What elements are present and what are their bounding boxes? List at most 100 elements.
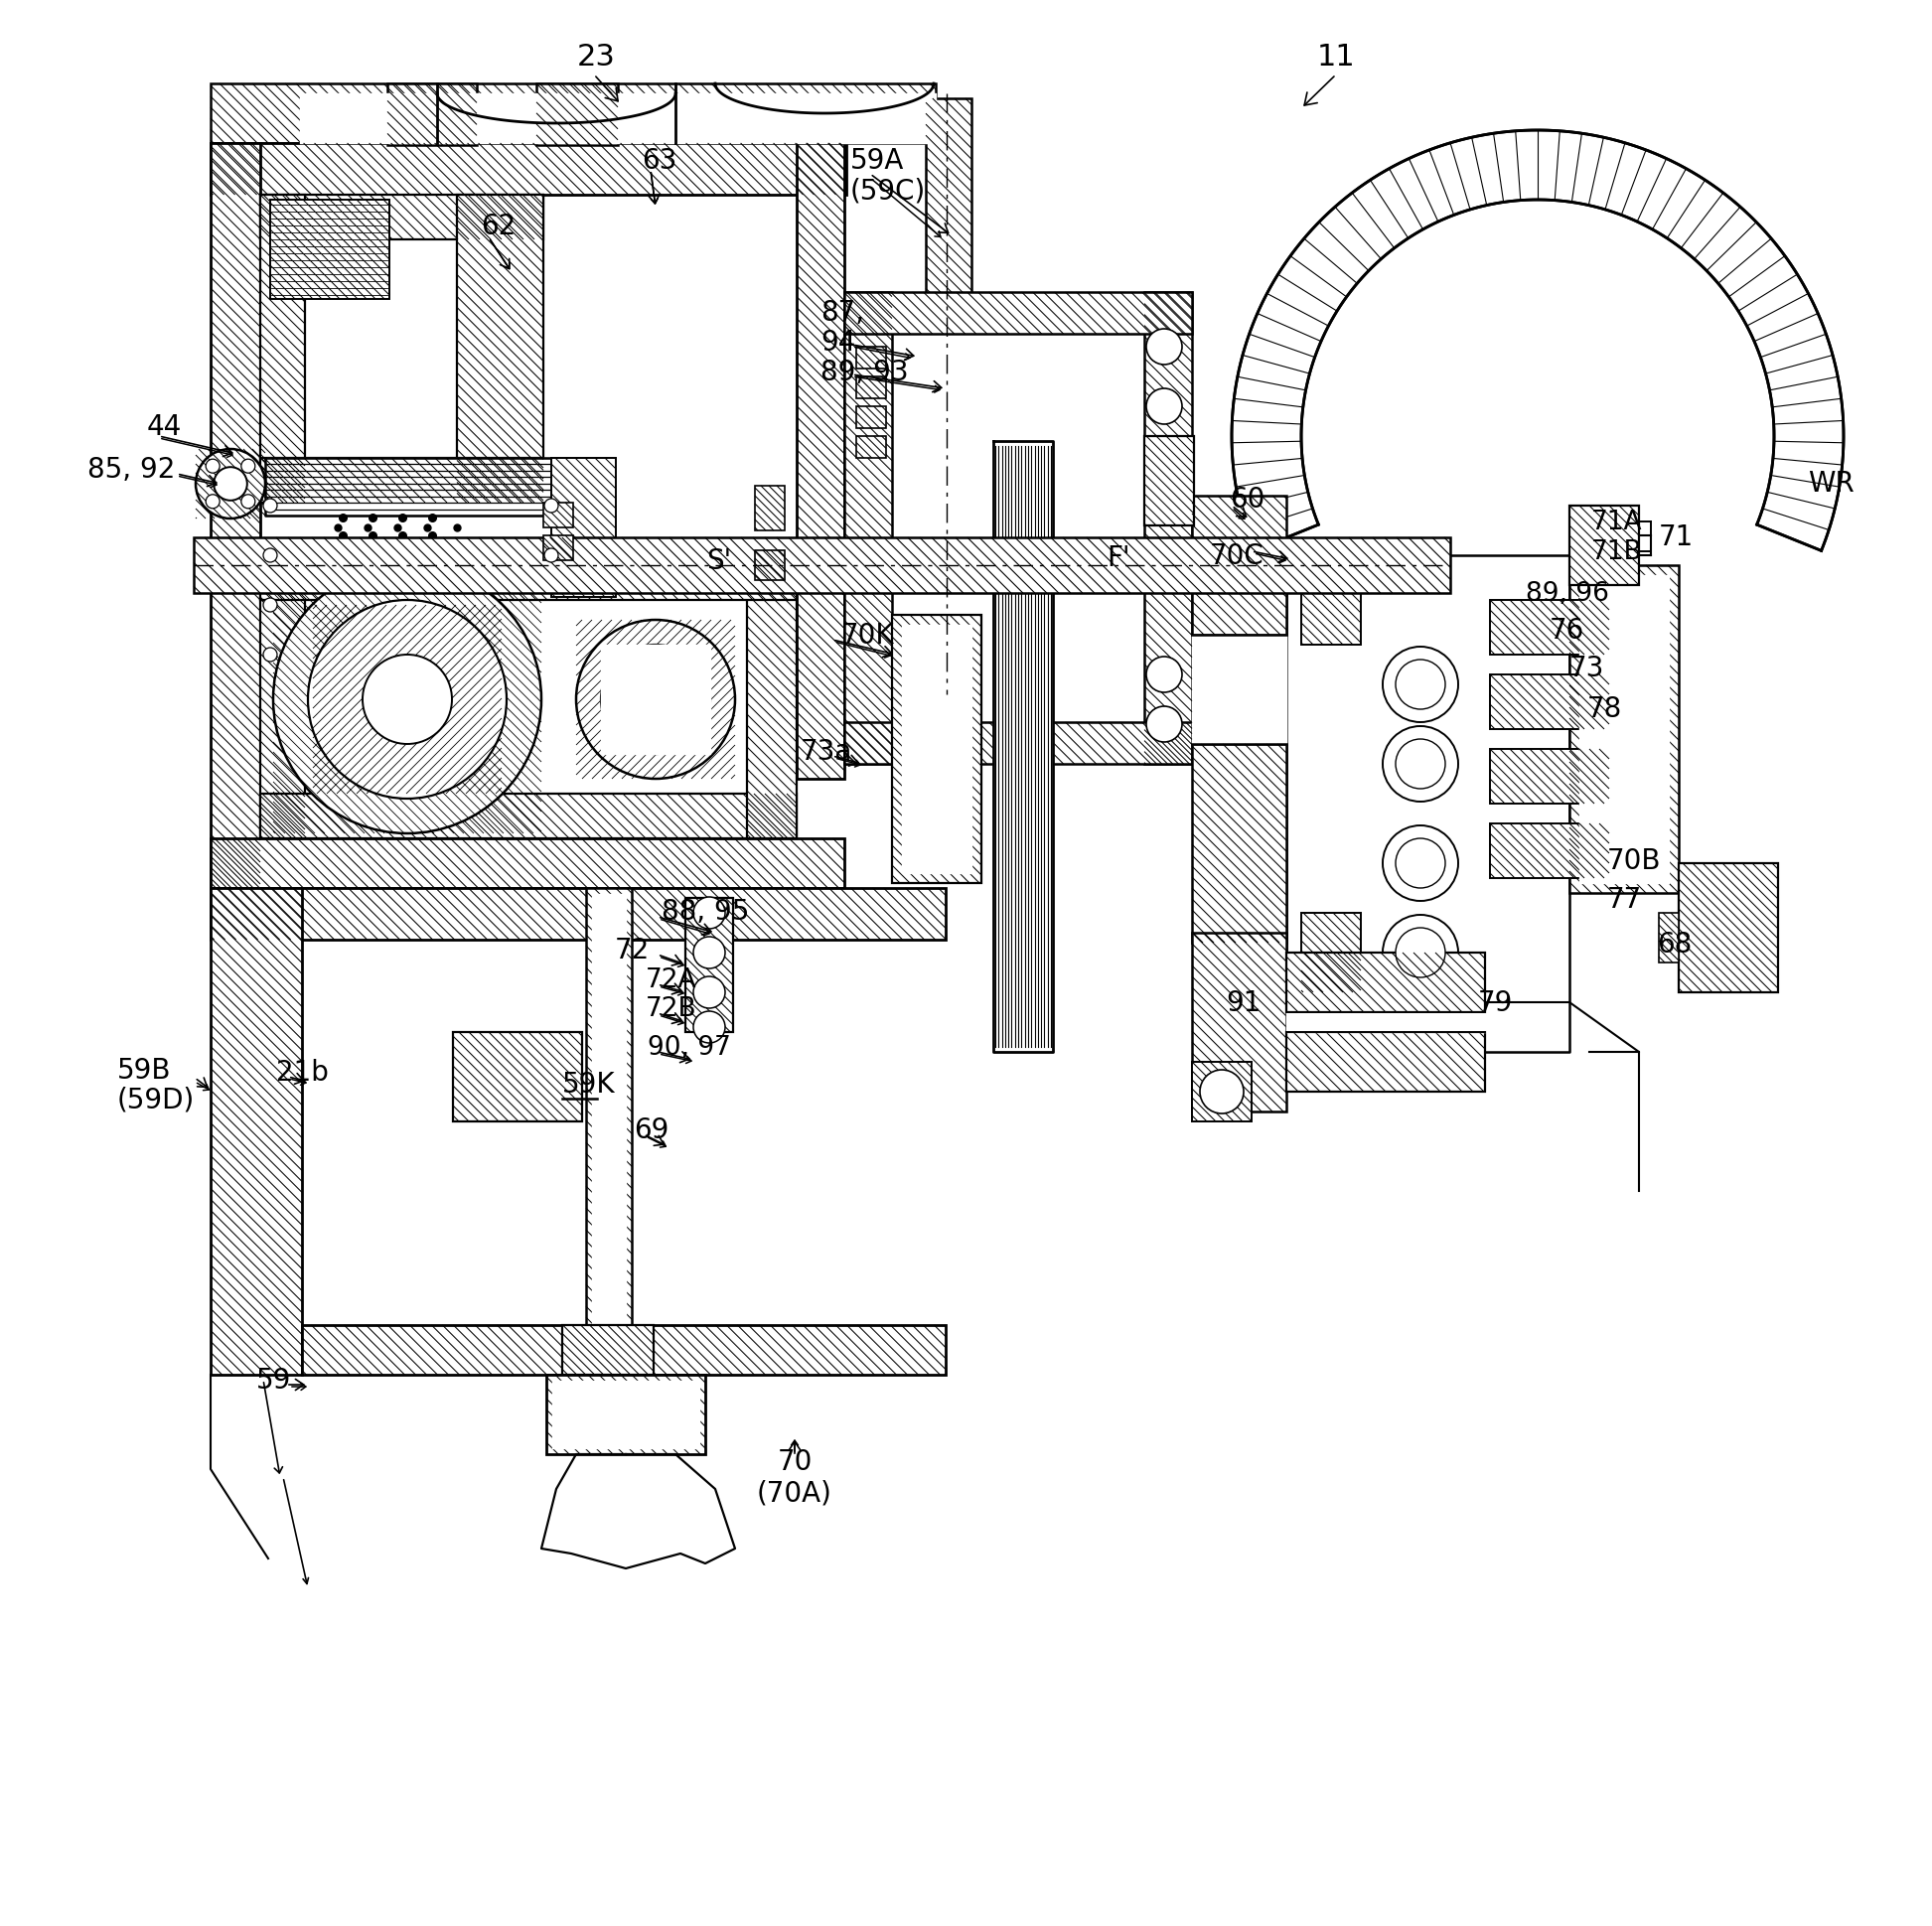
- Bar: [1192, 745, 1287, 944]
- Bar: [1287, 1032, 1486, 1092]
- Bar: [1144, 293, 1192, 765]
- Bar: [925, 100, 972, 686]
- Text: 77: 77: [1607, 886, 1642, 913]
- Text: 70C: 70C: [1209, 541, 1264, 570]
- Bar: [543, 535, 574, 560]
- Circle shape: [272, 566, 541, 834]
- Circle shape: [576, 620, 734, 780]
- Circle shape: [263, 499, 276, 512]
- Circle shape: [1146, 657, 1182, 693]
- Text: 59B: 59B: [118, 1055, 172, 1084]
- Bar: [686, 898, 732, 1032]
- Bar: [1569, 507, 1638, 586]
- Text: 21b: 21b: [276, 1057, 328, 1086]
- Bar: [543, 503, 574, 528]
- Bar: [261, 196, 305, 503]
- Polygon shape: [1233, 131, 1843, 551]
- Text: 62: 62: [481, 212, 516, 241]
- Bar: [755, 551, 784, 582]
- Circle shape: [363, 655, 452, 745]
- Text: 72A: 72A: [645, 967, 697, 992]
- Text: 71: 71: [1660, 524, 1694, 551]
- Text: 87,: 87,: [821, 299, 864, 327]
- Bar: [211, 840, 844, 888]
- Circle shape: [694, 1011, 724, 1044]
- Circle shape: [1395, 740, 1445, 790]
- Circle shape: [1395, 840, 1445, 888]
- Bar: [261, 557, 305, 840]
- Text: 59K: 59K: [562, 1071, 616, 1098]
- Bar: [211, 85, 935, 144]
- Circle shape: [1146, 707, 1182, 743]
- Text: 73: 73: [1569, 655, 1605, 682]
- Bar: [1679, 863, 1777, 992]
- Bar: [211, 888, 301, 1375]
- Circle shape: [1395, 928, 1445, 978]
- Bar: [458, 196, 543, 503]
- Bar: [1192, 1063, 1252, 1121]
- Circle shape: [207, 460, 220, 474]
- Circle shape: [545, 499, 558, 512]
- Circle shape: [263, 649, 276, 663]
- Bar: [748, 557, 796, 840]
- Bar: [388, 85, 477, 146]
- Text: 89, 93: 89, 93: [821, 358, 908, 387]
- Circle shape: [207, 495, 220, 508]
- Circle shape: [545, 549, 558, 562]
- Bar: [301, 1325, 945, 1375]
- Text: 11: 11: [1318, 42, 1354, 71]
- Bar: [856, 377, 887, 399]
- Text: S': S': [705, 547, 730, 574]
- Bar: [585, 888, 632, 1356]
- Bar: [1660, 913, 1679, 963]
- Text: (59C): (59C): [850, 177, 925, 206]
- Text: 85, 92: 85, 92: [87, 456, 176, 483]
- Circle shape: [1146, 329, 1182, 366]
- Bar: [211, 888, 945, 940]
- Circle shape: [307, 601, 506, 799]
- Text: 72B: 72B: [645, 996, 697, 1021]
- Bar: [1490, 601, 1609, 655]
- Bar: [856, 347, 887, 370]
- Text: 71B: 71B: [1592, 539, 1642, 564]
- Text: 90, 97: 90, 97: [647, 1034, 730, 1061]
- Bar: [755, 487, 784, 532]
- Text: 59: 59: [257, 1366, 292, 1394]
- Text: 44: 44: [147, 412, 182, 441]
- Bar: [1192, 497, 1287, 636]
- Bar: [562, 1325, 653, 1375]
- Text: 94: 94: [821, 329, 856, 356]
- Bar: [261, 557, 796, 601]
- Bar: [893, 616, 981, 884]
- Text: 70: 70: [777, 1448, 811, 1475]
- Text: 71A: 71A: [1592, 508, 1642, 535]
- Bar: [211, 144, 846, 196]
- Bar: [1490, 676, 1609, 730]
- Bar: [261, 794, 796, 840]
- Text: 89, 96: 89, 96: [1526, 582, 1609, 607]
- Bar: [1192, 934, 1287, 1111]
- Bar: [1302, 913, 1360, 992]
- Circle shape: [694, 976, 724, 1009]
- Text: 70K: 70K: [840, 622, 895, 649]
- Bar: [1144, 437, 1194, 526]
- Circle shape: [1395, 661, 1445, 711]
- Text: 69: 69: [634, 1115, 668, 1144]
- Bar: [537, 85, 618, 146]
- Text: 63: 63: [641, 146, 676, 175]
- Circle shape: [1146, 389, 1182, 426]
- Bar: [844, 293, 1192, 335]
- Bar: [452, 1032, 582, 1121]
- Circle shape: [1383, 826, 1459, 901]
- Bar: [796, 144, 844, 780]
- Text: 73a: 73a: [800, 738, 852, 765]
- Text: 72: 72: [614, 936, 649, 965]
- Circle shape: [214, 468, 247, 501]
- Bar: [1490, 824, 1609, 878]
- Text: 68: 68: [1658, 930, 1692, 957]
- Text: 78: 78: [1588, 695, 1623, 722]
- Bar: [844, 293, 893, 765]
- Text: 91: 91: [1225, 988, 1262, 1017]
- Bar: [856, 437, 887, 458]
- Circle shape: [242, 460, 255, 474]
